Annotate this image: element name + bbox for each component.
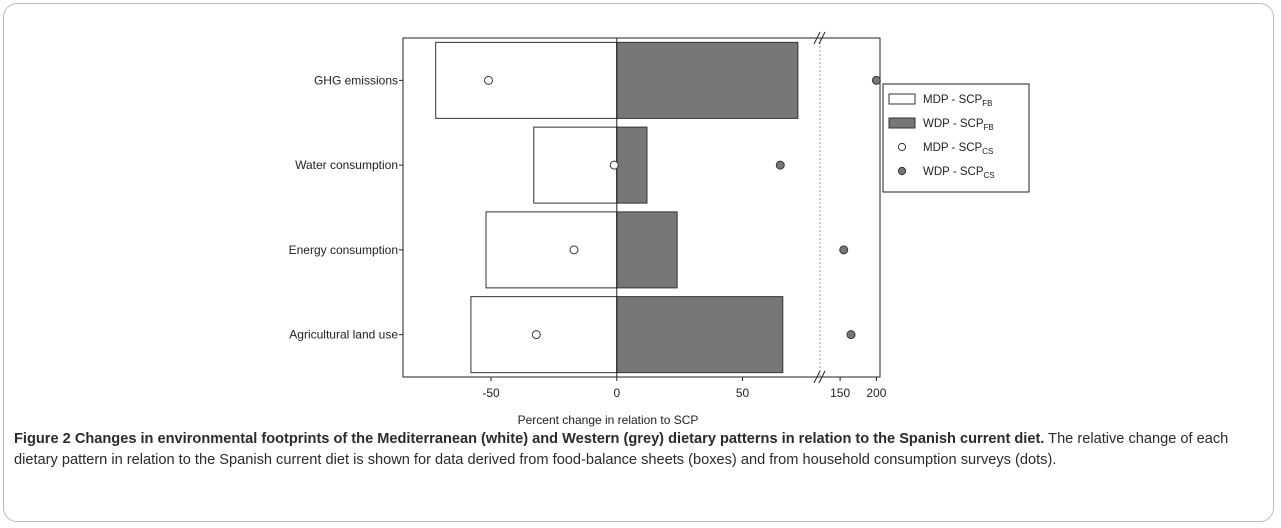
legend-label-0: MDP - SCPFB — [923, 94, 992, 108]
bar-mdp-3 — [470, 296, 618, 374]
legend-label-2: MDP - SCPCS — [923, 142, 993, 156]
legend-swatch-3 — [897, 166, 907, 176]
bar-mdp-1 — [533, 126, 618, 204]
category-label: Agricultural land use — [289, 328, 398, 342]
chart: GHG emissions Water consumption Energy con… — [289, 31, 1030, 427]
x-tick-label: 50 — [736, 386, 750, 400]
bar-mdp-0 — [435, 41, 618, 119]
break-mark — [813, 31, 821, 45]
legend-label-3: WDP - SCPCS — [923, 166, 995, 180]
bar-wdp-2 — [616, 211, 678, 289]
legend-swatch-2 — [897, 142, 907, 152]
dot-wdp-3 — [846, 330, 856, 340]
bar-wdp-1 — [616, 126, 648, 204]
figure-frame — [3, 3, 1274, 522]
x-tick-label: 0 — [613, 386, 620, 400]
legend-swatch-0 — [888, 93, 916, 105]
x-tick-label: 200 — [866, 386, 886, 400]
dot-wdp-0 — [871, 75, 881, 85]
dot-wdp-1 — [775, 160, 785, 170]
break-mark — [813, 370, 821, 384]
x-tick-label: 150 — [830, 386, 850, 400]
dot-wdp-2 — [839, 245, 849, 255]
dot-mdp-1 — [609, 160, 619, 170]
bar-wdp-3 — [616, 296, 784, 374]
figure-caption: Figure 2 Changes in environmental footpr… — [14, 429, 1264, 470]
break-mark — [818, 370, 826, 384]
caption-text: The relative change of each dietary patt… — [14, 431, 1229, 468]
category-label: Energy consumption — [289, 243, 398, 257]
bar-mdp-2 — [485, 211, 618, 289]
caption-title: Figure 2 Changes in environmental footpr… — [14, 431, 1045, 447]
category-label: Water consumption — [295, 158, 398, 172]
x-tick-label: -50 — [482, 386, 500, 400]
dot-mdp-0 — [484, 75, 494, 85]
category-label: GHG emissions — [314, 73, 398, 87]
legend-label-1: WDP - SCPFB — [923, 118, 994, 132]
legend-swatch-1 — [888, 117, 916, 129]
dot-mdp-2 — [569, 245, 579, 255]
plot-frame — [402, 37, 881, 378]
x-axis-label: Percent change in relation to SCP — [518, 413, 699, 427]
break-mark — [818, 31, 826, 45]
dot-mdp-3 — [531, 330, 541, 340]
bar-wdp-0 — [616, 41, 799, 119]
